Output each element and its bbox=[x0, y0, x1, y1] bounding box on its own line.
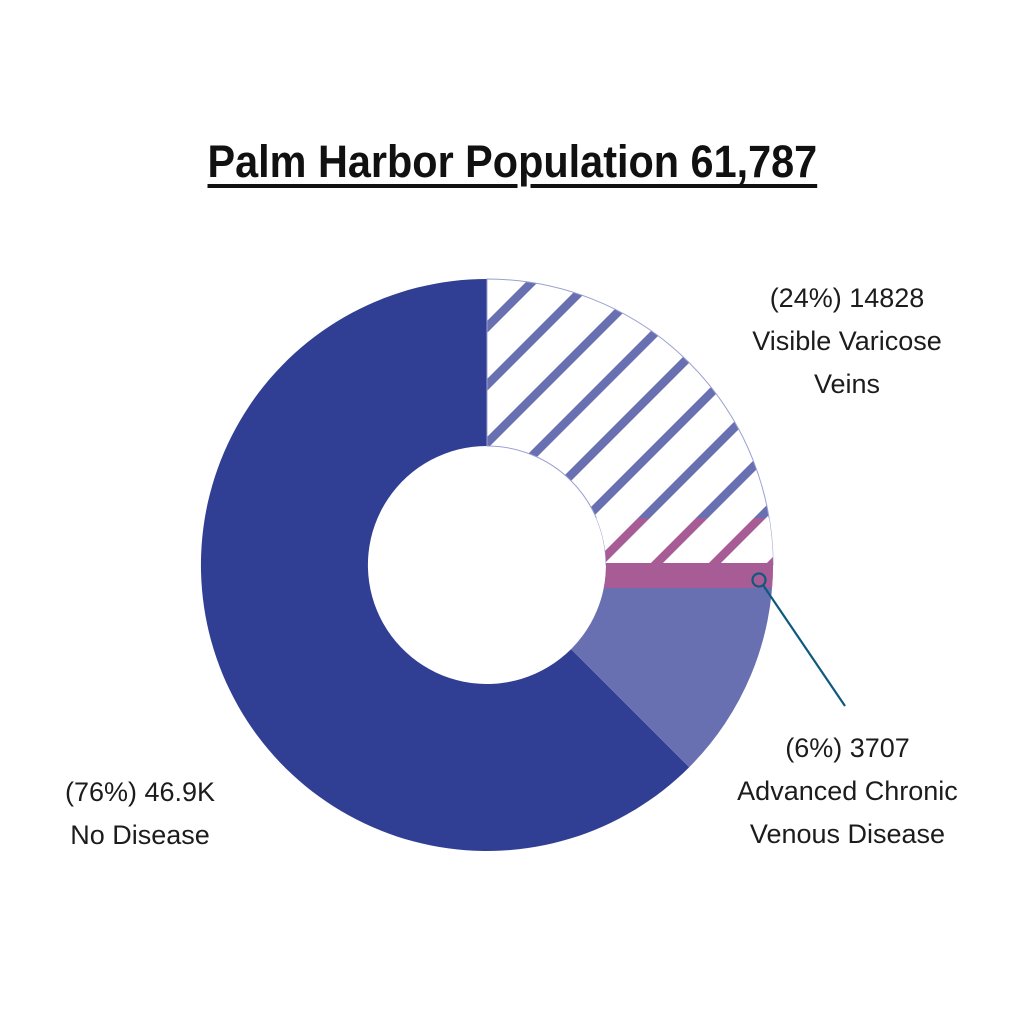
leader-marker-icon bbox=[751, 572, 767, 588]
label-varicose-name-2: Veins bbox=[813, 369, 881, 399]
label-advanced-value: (6%) 3707 bbox=[785, 733, 910, 763]
overlap-band bbox=[487, 518, 773, 588]
label-none-name: No Disease bbox=[70, 820, 210, 850]
label-varicose-value: (24%) 14828 bbox=[769, 283, 925, 313]
slice-advanced-chronic[interactable] bbox=[571, 565, 773, 768]
chart-title-text: Palm Harbor Population 61,787 bbox=[207, 136, 817, 187]
label-advanced-name-2: Venous Disease bbox=[749, 819, 946, 849]
slice-visible-varicose[interactable] bbox=[486, 278, 774, 566]
label-varicose-name-1: Visible Varicose bbox=[752, 326, 942, 356]
label-visible-varicose: (24%) 14828 Visible Varicose Veins bbox=[727, 277, 967, 406]
label-advanced-name-1: Advanced Chronic bbox=[737, 776, 958, 806]
label-advanced-chronic: (6%) 3707 Advanced Chronic Venous Diseas… bbox=[705, 727, 990, 856]
label-none-value: (76%) 46.9K bbox=[64, 777, 216, 807]
leader-line bbox=[762, 584, 846, 707]
label-no-disease: (76%) 46.9K No Disease bbox=[30, 771, 250, 857]
chart-title: Palm Harbor Population 61,787 bbox=[0, 132, 1024, 192]
slice-no-disease[interactable] bbox=[200, 279, 690, 851]
